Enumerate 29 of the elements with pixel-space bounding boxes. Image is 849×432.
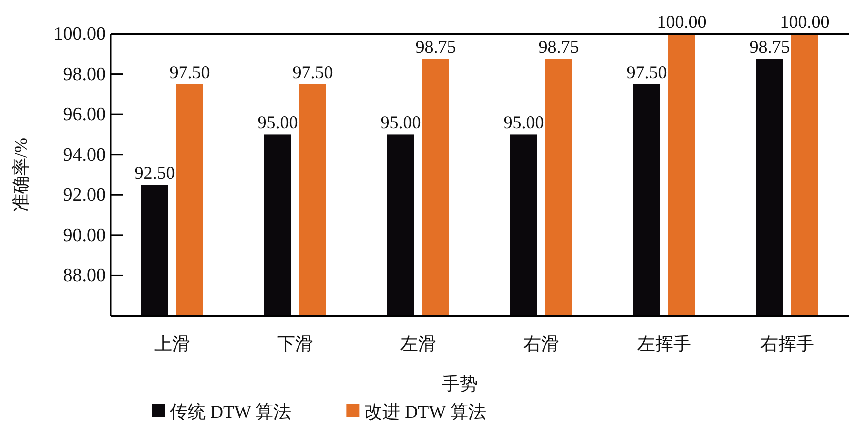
x-tick-label: 左滑 [400, 334, 436, 354]
data-label: 98.75 [750, 37, 790, 58]
data-label: 95.00 [258, 112, 298, 133]
x-tick-label: 左挥手 [638, 334, 692, 354]
data-label: 98.75 [416, 37, 456, 58]
y-tick-label: 98.00 [63, 64, 106, 86]
y-tick-label: 88.00 [63, 266, 106, 287]
x-axis-title: 手势 [442, 374, 478, 394]
data-label: 98.75 [538, 37, 580, 58]
x-tick-label: 上滑 [154, 334, 190, 354]
x-tick-label: 右挥手 [760, 334, 814, 354]
y-tick-label: 96.00 [63, 104, 106, 126]
data-label: 97.50 [626, 62, 668, 82]
data-label: 92.50 [134, 163, 176, 184]
data-label: 100.00 [657, 12, 707, 32]
x-tick-label: 右滑 [524, 334, 560, 354]
x-tick-label: 下滑 [278, 334, 314, 354]
y-tick-label: 90.00 [63, 225, 106, 246]
legend-label: 传统 DTW 算法 [170, 402, 292, 422]
y-tick-label: 94.00 [63, 144, 106, 166]
data-label: 95.00 [504, 112, 544, 133]
data-label: 100.00 [780, 12, 830, 32]
data-label: 95.00 [380, 112, 422, 133]
y-tick-label: 100.00 [54, 24, 106, 45]
legend-label: 改进 DTW 算法 [364, 402, 486, 422]
data-label: 97.50 [292, 62, 334, 82]
y-tick-label: 92.00 [63, 185, 106, 206]
data-label: 97.50 [170, 62, 210, 82]
y-axis-title: 准确率/% [11, 138, 31, 212]
